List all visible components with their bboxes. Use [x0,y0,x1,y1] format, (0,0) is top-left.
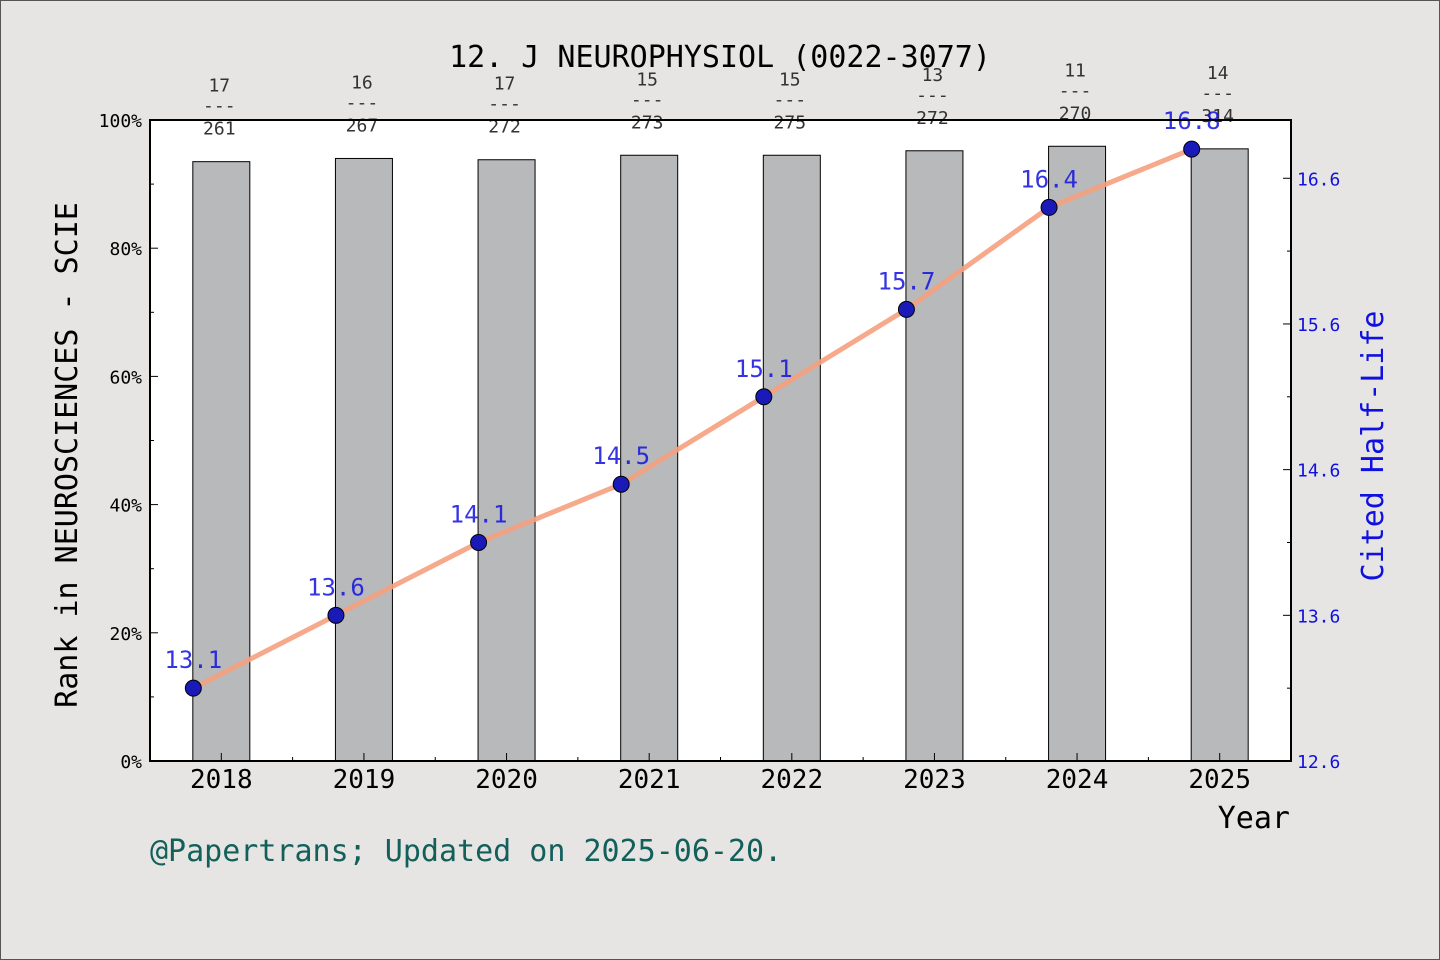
footer-credit: @Papertrans; Updated on 2025-06-20. [150,834,783,869]
y-axis-right-label: Cited Half-Life [1356,311,1391,582]
rank-label: 15 [636,69,658,90]
y-right-tick-label: 15.6 [1297,315,1340,336]
x-tick-label: 2025 [1188,765,1251,795]
half-life-point-2024 [1040,198,1058,216]
rank-separator: --- [774,89,807,110]
y-axis-left-label: Rank in NEUROSCIENCES - SCIE [50,202,85,708]
x-tick-label: 2023 [903,765,966,795]
chart-title: 12. J NEUROPHYSIOL (0022-3077) [449,40,991,75]
x-axis-label: Year [1218,801,1290,836]
x-tick-label: 2018 [190,765,253,795]
bar-2022 [762,154,821,762]
rank-separator: --- [916,85,949,106]
y-right-tick-label: 14.6 [1297,461,1340,482]
half-life-label: 13.6 [307,573,365,601]
rank-label: 17 [494,74,516,95]
rank-label: 16 [351,72,373,93]
y-left-tick-label: 100% [99,111,143,132]
half-life-point-2020 [470,533,488,551]
half-life-point-2021 [612,475,630,493]
rank-total: 261 [203,119,236,140]
bar-2023 [905,150,964,762]
y-left-tick-label: 60% [109,367,142,388]
x-tick-label: 2020 [475,765,538,795]
half-life-label: 13.1 [164,646,222,674]
rank-total: 272 [488,117,521,138]
rank-total: 275 [774,112,807,133]
bar-2018 [192,161,251,762]
rank-separator: --- [488,94,521,115]
bar-2020 [477,159,536,762]
half-life-label: 14.1 [450,500,508,528]
y-right-tick-label: 13.6 [1297,606,1340,627]
rank-total: 314 [1201,106,1234,127]
half-life-label: 15.1 [735,355,793,383]
half-life-point-2022 [755,388,773,406]
half-life-label: 16.8 [1163,107,1221,135]
y-left-tick-label: 20% [109,624,142,645]
bar-2024 [1048,145,1107,762]
half-life-line [192,146,1193,691]
rank-separator: --- [1201,83,1234,104]
half-life-label: 14.5 [592,442,650,470]
rank-total: 273 [631,112,664,133]
rank-label: 14 [1207,63,1229,84]
rank-label: 15 [779,69,801,90]
half-life-point-2023 [897,300,915,318]
half-life-label: 16.4 [1020,165,1078,193]
y-left-tick-label: 0% [120,752,142,773]
rank-separator: --- [346,92,379,113]
rank-label: 17 [208,76,230,97]
rank-separator: --- [631,89,664,110]
plot-area [150,120,1291,761]
x-tick-label: 2022 [761,765,824,795]
half-life-point-2018 [184,679,202,697]
x-tick-label: 2019 [333,765,396,795]
rank-total: 270 [1059,103,1092,124]
half-life-point-2019 [327,606,345,624]
y-right-tick-label: 16.6 [1297,169,1340,190]
rank-total: 272 [916,108,949,129]
rank-total: 267 [346,115,379,136]
bar-2019 [334,157,393,762]
bar-2025 [1190,148,1249,762]
x-tick-label: 2021 [618,765,681,795]
rank-label: 11 [1064,60,1086,81]
half-life-point-2025 [1183,140,1201,158]
y-left-tick-label: 80% [109,239,142,260]
x-tick-label: 2024 [1046,765,1109,795]
y-left-tick-label: 40% [109,496,142,517]
rank-separator: --- [203,96,236,117]
rank-separator: --- [1059,80,1092,101]
half-life-label: 15.7 [878,267,936,295]
y-right-tick-label: 12.6 [1297,752,1340,773]
rank-label: 13 [922,65,944,86]
